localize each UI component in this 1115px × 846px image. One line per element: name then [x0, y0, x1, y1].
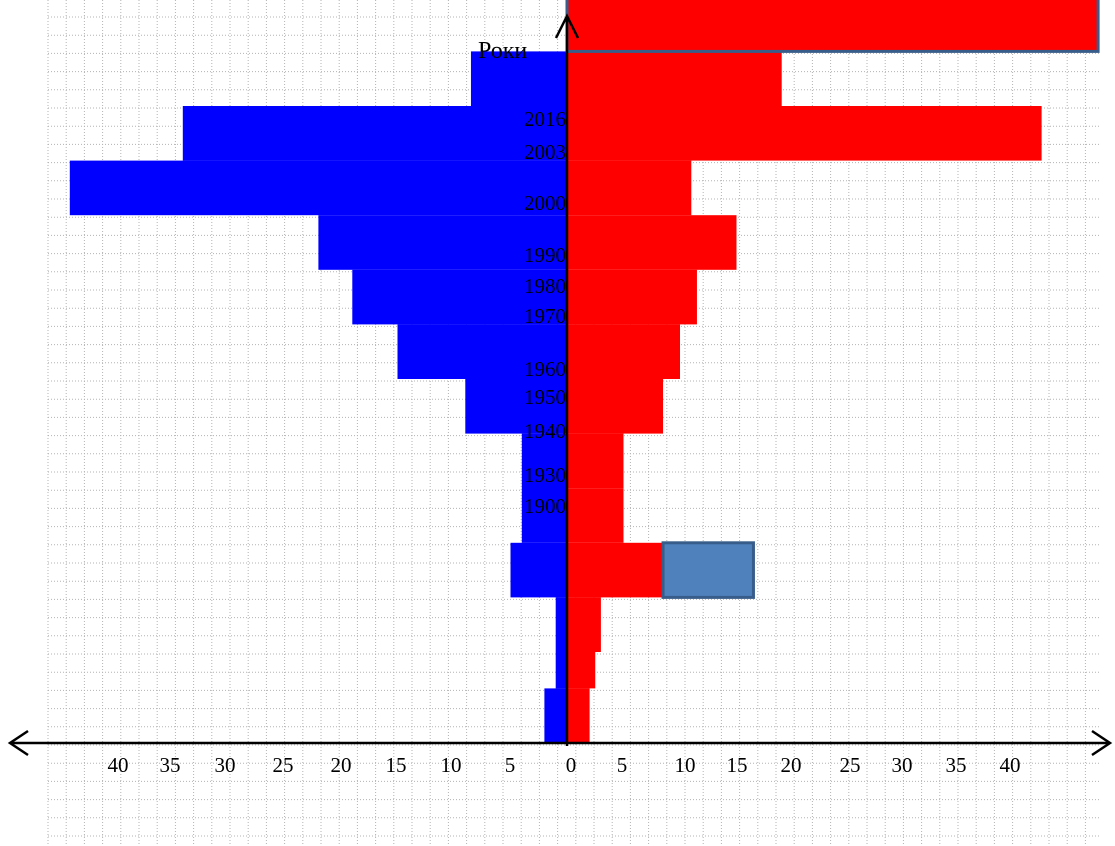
x-tick-label: 30 — [215, 753, 236, 777]
left-bar — [69, 160, 568, 216]
left-bar — [352, 269, 567, 325]
left-bar — [397, 324, 567, 379]
year-label: 1990 — [524, 243, 566, 267]
year-label: 2003 — [524, 140, 566, 164]
year-label: 1970 — [524, 304, 566, 328]
year-label: 1950 — [524, 385, 566, 409]
x-tick-label: 20 — [781, 753, 802, 777]
year-labels: 2016 2003 2000 1990 1980 1970 1960 1950 1940 1930… — [524, 107, 566, 518]
x-tick-label: 5 — [505, 753, 516, 777]
x-tick-label: 40 — [108, 753, 129, 777]
year-label: 2000 — [524, 191, 566, 215]
right-bar — [567, 542, 664, 598]
left-bar — [544, 688, 567, 743]
x-tick-label: 35 — [160, 753, 181, 777]
left-bar — [510, 542, 567, 598]
right-bar — [567, 597, 601, 652]
left-bar — [470, 51, 567, 106]
right-bar — [567, 215, 737, 270]
year-label: 1960 — [524, 357, 566, 381]
x-tick-label: 35 — [946, 753, 967, 777]
x-tick-label: 25 — [840, 753, 861, 777]
right-bar — [567, 106, 1042, 161]
left-bar — [182, 106, 568, 161]
left-bar — [555, 597, 567, 689]
right-bar — [567, 0, 1099, 52]
y-axis-label: Роки — [478, 38, 527, 64]
year-label: 1980 — [524, 274, 566, 298]
right-bar — [567, 652, 596, 689]
right-bar — [567, 269, 697, 325]
x-axis-right-arrow — [1091, 729, 1113, 757]
x-tick-label: 0 — [566, 753, 577, 777]
year-label: 1900 — [524, 494, 566, 518]
right-bar — [567, 488, 624, 543]
y-axis-arrow — [554, 13, 580, 39]
right-bar — [567, 324, 680, 379]
x-tick-label: 15 — [386, 753, 407, 777]
x-tick-label: 5 — [617, 753, 628, 777]
left-bar — [465, 379, 567, 434]
x-tick-label: 25 — [273, 753, 294, 777]
x-tick-label: 15 — [727, 753, 748, 777]
x-tick-labels: 40 35 30 25 20 15 10 5 0 5 10 15 20 25 30 35 40 — [108, 753, 1021, 777]
year-label: 2016 — [524, 107, 566, 131]
x-tick-label: 20 — [331, 753, 352, 777]
x-tick-label: 10 — [675, 753, 696, 777]
x-tick-label: 40 — [1000, 753, 1021, 777]
left-bar — [521, 433, 567, 543]
x-axis-left-arrow — [7, 729, 29, 757]
left-bar — [318, 215, 567, 270]
bars — [69, 0, 1099, 743]
right-bar — [567, 379, 664, 434]
right-bar — [567, 51, 782, 106]
right-bar — [567, 688, 590, 743]
right-bar — [567, 433, 624, 489]
year-label: 1940 — [524, 419, 566, 443]
axes — [7, 13, 1113, 757]
x-tick-label: 30 — [892, 753, 913, 777]
right-bar — [567, 160, 692, 216]
highlight-box — [661, 541, 755, 599]
year-label: 1930 — [524, 463, 566, 487]
x-tick-label: 10 — [441, 753, 462, 777]
